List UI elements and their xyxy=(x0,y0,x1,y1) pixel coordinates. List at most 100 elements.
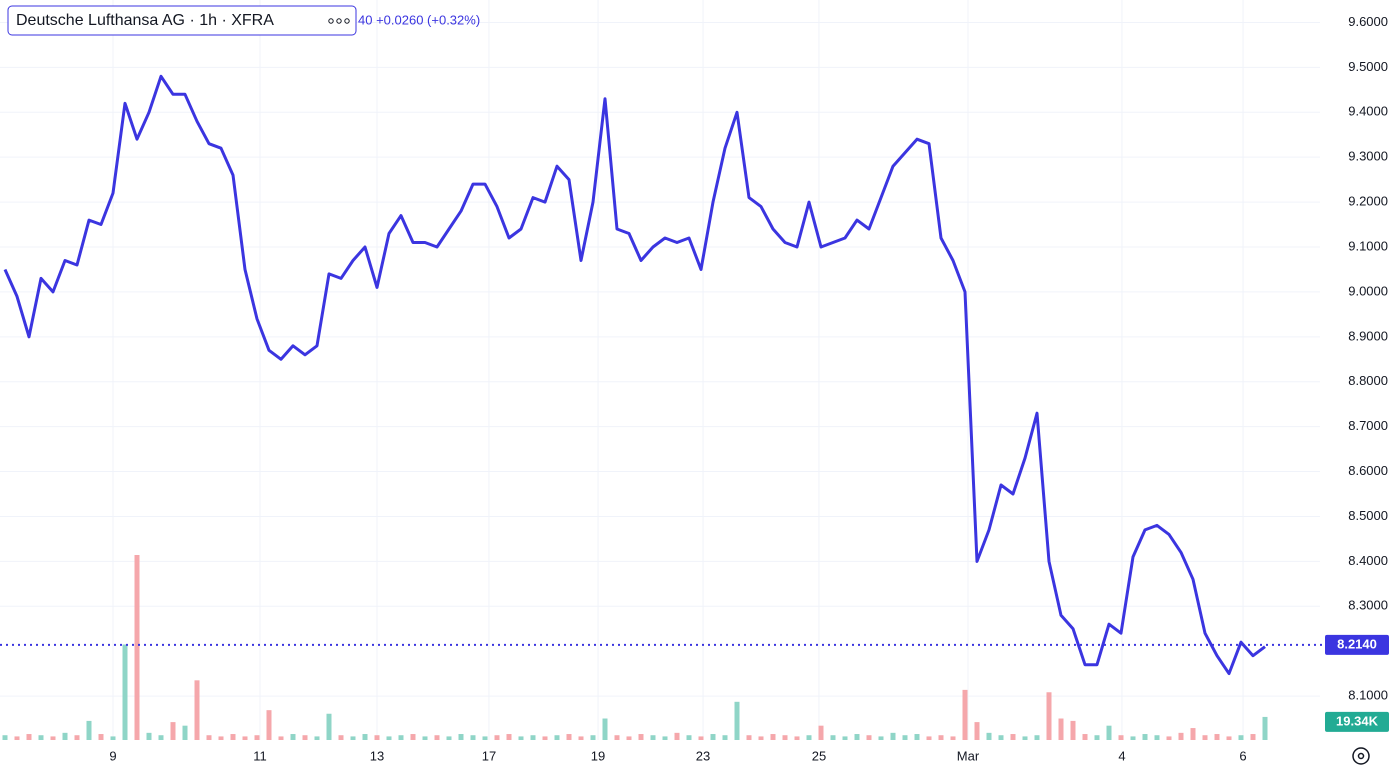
volume-bar xyxy=(1142,734,1148,740)
volume-bar xyxy=(122,644,128,740)
x-tick-label: 23 xyxy=(696,748,710,763)
volume-bar xyxy=(998,735,1004,740)
volume-bar xyxy=(194,680,200,740)
volume-bar xyxy=(230,734,236,740)
volume-bar xyxy=(554,735,560,740)
volume-bar xyxy=(1010,734,1016,740)
y-tick-label: 8.8000 xyxy=(1348,373,1388,388)
volume-bar xyxy=(1034,735,1040,740)
volume-bar xyxy=(590,735,596,740)
volume-bar xyxy=(398,735,404,740)
volume-bar xyxy=(902,735,908,740)
volume-bar xyxy=(62,732,68,740)
volume-bar xyxy=(1226,736,1232,740)
settings-button[interactable] xyxy=(1352,747,1370,765)
volume-bar xyxy=(134,555,140,740)
x-tick-label: 4 xyxy=(1118,748,1125,763)
volume-bar xyxy=(362,734,368,740)
x-tick-label: 25 xyxy=(812,748,826,763)
volume-bar xyxy=(722,735,728,740)
y-tick-label: 9.2000 xyxy=(1348,194,1388,209)
volume-bar xyxy=(566,734,572,740)
volume-bar xyxy=(842,736,848,740)
volume-bar xyxy=(386,736,392,740)
x-tick-label: 19 xyxy=(591,748,605,763)
x-tick-label: 17 xyxy=(482,748,496,763)
volume-bar xyxy=(314,736,320,740)
volume-bar xyxy=(1106,725,1112,740)
volume-bar xyxy=(854,734,860,740)
volume-bar xyxy=(1190,728,1196,740)
volume-bar xyxy=(110,736,116,740)
volume-bar xyxy=(866,735,872,740)
volume-bar xyxy=(926,736,932,740)
volume-bar xyxy=(506,734,512,740)
y-tick-label: 8.5000 xyxy=(1348,508,1388,523)
more-button[interactable] xyxy=(328,18,350,24)
last-price-box xyxy=(1325,634,1389,655)
y-tick-label: 9.0000 xyxy=(1348,283,1388,298)
volume-bar xyxy=(266,710,272,740)
volume-bar xyxy=(38,735,44,740)
volume-bar xyxy=(650,735,656,740)
volume-bar xyxy=(830,735,836,740)
volume-bar xyxy=(446,736,452,740)
volume-bar xyxy=(1262,716,1268,740)
volume-bar xyxy=(770,734,776,740)
y-tick-label: 9.5000 xyxy=(1348,59,1388,74)
volume-bar xyxy=(782,735,788,740)
volume-bar xyxy=(1082,734,1088,740)
price-line xyxy=(3,74,1266,676)
volume-bar xyxy=(662,736,668,740)
volume-bar xyxy=(746,735,752,740)
volume-bar xyxy=(614,735,620,740)
volume-bar xyxy=(170,722,176,740)
grid xyxy=(0,0,1320,740)
volume-bar xyxy=(374,735,380,740)
x-tick-label: 11 xyxy=(253,748,267,763)
volume-bar xyxy=(290,734,296,740)
volume-bar xyxy=(1118,735,1124,740)
volume-bar xyxy=(758,736,764,740)
volume-bar xyxy=(278,736,284,740)
volume-bar xyxy=(1094,735,1100,740)
volume-bar xyxy=(254,735,260,740)
volume-bar xyxy=(1238,735,1244,740)
y-tick-label: 9.1000 xyxy=(1348,238,1388,253)
volume-bar xyxy=(86,720,92,740)
last-price-label: 8.2140 xyxy=(1337,636,1377,651)
y-tick-label: 9.3000 xyxy=(1348,149,1388,164)
volume-bar xyxy=(674,732,680,740)
volume-bar xyxy=(1058,718,1064,740)
volume-bar xyxy=(98,734,104,740)
volume-bar xyxy=(638,734,644,740)
y-tick-label: 8.7000 xyxy=(1348,418,1388,433)
volume-bar xyxy=(806,735,812,740)
x-tick-label: 9 xyxy=(109,748,116,763)
volume-bar xyxy=(578,736,584,740)
volume-bar xyxy=(350,736,356,740)
volume-bar xyxy=(962,689,968,740)
volume-bar xyxy=(218,736,224,740)
volume-bar xyxy=(938,735,944,740)
volume-bar xyxy=(1070,720,1076,740)
y-tick-label: 8.6000 xyxy=(1348,463,1388,478)
volume-bar xyxy=(470,735,476,740)
y-tick-label: 8.3000 xyxy=(1348,598,1388,613)
symbol-box[interactable] xyxy=(7,5,357,36)
volume-bar xyxy=(302,735,308,740)
volume-bar xyxy=(482,736,488,740)
volume-bar xyxy=(602,718,608,740)
volume-bar xyxy=(686,735,692,740)
volume-bar xyxy=(338,735,344,740)
plot xyxy=(0,74,1322,676)
y-tick-label: 8.9000 xyxy=(1348,328,1388,343)
volume-bar xyxy=(1046,692,1052,740)
volume-bar xyxy=(2,735,8,740)
y-tick-label: 9.6000 xyxy=(1348,14,1388,29)
volume-bar xyxy=(74,735,80,740)
volume-bar xyxy=(890,732,896,740)
volume-bar xyxy=(146,732,152,740)
